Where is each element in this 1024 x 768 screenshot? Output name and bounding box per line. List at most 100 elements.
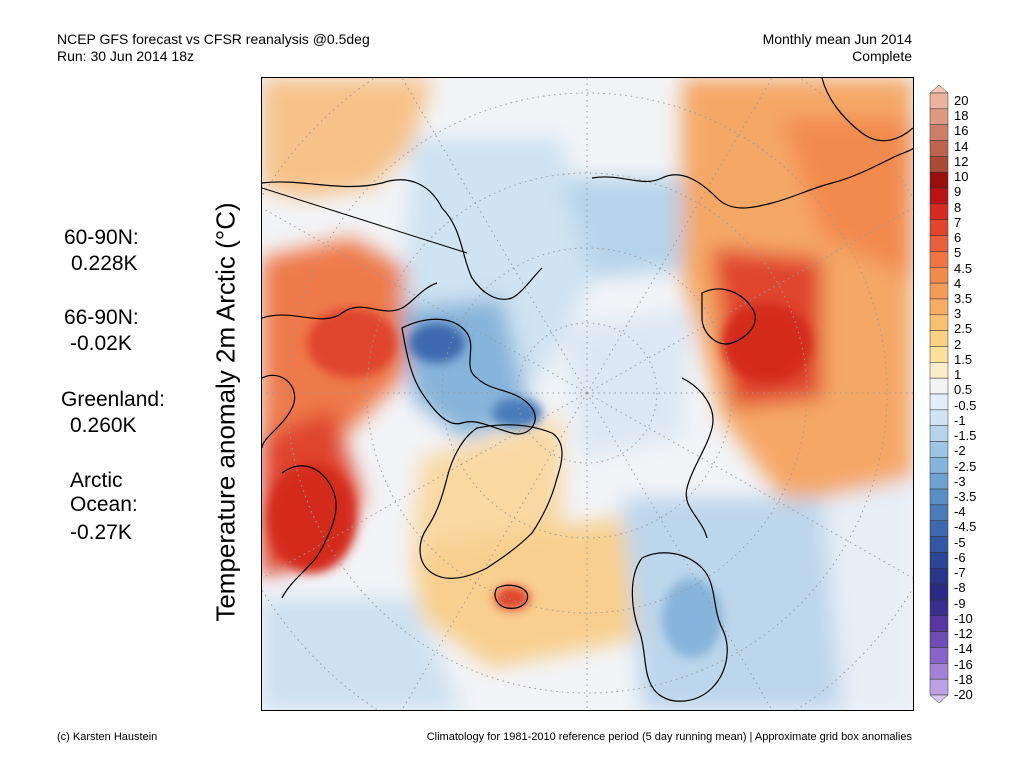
- coastline-east-siberia: [591, 147, 913, 209]
- coastline-hudson-bay-east: [281, 465, 337, 599]
- colorbar-swatch: [929, 219, 949, 236]
- colorbar-swatch: [929, 678, 949, 696]
- colorbar-tick-label: 2.5: [954, 321, 973, 337]
- colorbar-swatch: [929, 504, 949, 521]
- colorbar-swatch: [929, 124, 949, 141]
- colorbar-swatch: [929, 330, 949, 347]
- colorbar-swatch: [929, 314, 949, 331]
- peak-cold-archipelago: [409, 323, 465, 363]
- colorbar-swatch: [929, 568, 949, 585]
- colorbar-tick-label: 5: [954, 245, 962, 261]
- colorbar-tick-label: -18: [954, 671, 973, 687]
- colorbar-swatch: [929, 267, 949, 284]
- colorbar-swatch: [929, 631, 949, 648]
- meridian-line: [401, 78, 588, 394]
- colorbar-tick-label: -12: [954, 626, 973, 642]
- colorbar-swatch: [929, 203, 949, 220]
- period-info: Monthly mean Jun 2014 Complete: [763, 31, 912, 65]
- colorbar-tick-label: -8: [954, 580, 966, 596]
- colorbar-tick-label: -7: [954, 565, 966, 581]
- stat-arctic-ocean-label: Arctic Ocean:: [70, 469, 138, 516]
- colorbar-swatch: [929, 409, 949, 426]
- colorbar-tick-label: -2.5: [954, 458, 977, 474]
- warm-region-far-east: [782, 118, 913, 278]
- colorbar-tick-label: -20: [954, 687, 973, 702]
- peak-warm-hudson: [267, 463, 357, 573]
- period-line-1: Monthly mean Jun 2014: [762, 31, 912, 47]
- anomaly-extremes: [267, 303, 812, 658]
- colorbar-tick-label: 18: [954, 108, 969, 124]
- stat-greenland-label: Greenland:: [61, 388, 165, 411]
- colorbar-tick-label: 9: [954, 184, 962, 200]
- coastline-alaska: [262, 179, 543, 300]
- colorbar-tick-label: 1.5: [954, 351, 973, 367]
- colorbar-tick-label: -1.5: [954, 428, 977, 444]
- period-line-2: Complete: [852, 48, 912, 64]
- colorbar-tick-label: -10: [954, 610, 973, 626]
- colorbar-swatch: [929, 187, 949, 205]
- y-axis-label: Temperature anomaly 2m Arctic (°C): [210, 202, 241, 622]
- colorbar-tick-label: 8: [954, 199, 962, 215]
- map-canvas: [262, 78, 913, 710]
- coastline-novaya-zemlya: [681, 377, 714, 539]
- colorbar-swatch: [929, 298, 949, 316]
- colorbar-swatch: [929, 457, 949, 474]
- coastlines: [262, 78, 913, 702]
- stat-greenland-value: 0.260K: [70, 414, 137, 437]
- coastline-iceland: [494, 584, 529, 609]
- colorbar-swatch: [929, 377, 949, 395]
- footer-note: Climatology for 1981-2010 reference peri…: [426, 731, 912, 743]
- colorbar-tick-label: 12: [954, 153, 969, 169]
- colorbar-tick-label: 0.5: [954, 382, 973, 398]
- colorbar-swatch: [929, 362, 949, 379]
- coastline-chukotka: [821, 78, 913, 142]
- colorbar-tick-label: 1: [954, 367, 962, 383]
- colorbar-tick-label: 2: [954, 336, 962, 352]
- cool-region-europe: [622, 498, 862, 710]
- anomaly-field: [262, 78, 913, 710]
- colorbar-tick-label: 10: [954, 169, 969, 185]
- colorbar-swatch: [929, 583, 949, 601]
- title-line-2: Run: 30 Jun 2014 18z: [57, 48, 194, 64]
- stat-66-90n-label: 66-90N:: [64, 306, 139, 329]
- meridian-line: [401, 392, 588, 710]
- colorbar-tick-label: -4: [954, 504, 966, 520]
- graticule: [262, 78, 913, 710]
- colorbar-swatch: [929, 694, 949, 703]
- neutral-region-urals: [822, 478, 913, 710]
- colorbar-swatch: [929, 235, 949, 252]
- stat-66-90n-value: -0.02K: [70, 332, 132, 355]
- colorbar-swatch: [929, 441, 949, 458]
- colorbar-swatch: [929, 663, 949, 680]
- latitude-circle: [441, 247, 733, 539]
- colorbar-tick-label: 14: [954, 138, 969, 154]
- colorbar-swatch: [929, 552, 949, 569]
- colorbar-tick-label: -5: [954, 534, 966, 550]
- colorbar-tick-label: -1: [954, 412, 966, 428]
- cool-region-labrador-sea: [262, 598, 462, 710]
- peak-warm-iceland: [494, 586, 530, 610]
- colorbar-swatch: [929, 156, 949, 173]
- coastline-archipelago: [401, 318, 536, 435]
- warm-region-alaska: [262, 78, 432, 198]
- colorbar-swatch: [929, 346, 949, 363]
- colorbar-swatch: [929, 425, 949, 442]
- colorbar-tick-label: -4.5: [954, 519, 977, 535]
- colorbar-swatch: [929, 615, 949, 632]
- coastline-greenland: [419, 424, 563, 580]
- colorbar-swatch: [929, 393, 949, 411]
- colorbar-tick-label: -14: [954, 641, 973, 657]
- colorbar-swatch: [929, 472, 949, 490]
- colorbar-tick-label: -3: [954, 473, 966, 489]
- colorbar-swatch: [929, 282, 949, 300]
- peak-warm-siberia: [722, 303, 812, 383]
- colorbar-tick-label: -16: [954, 656, 973, 672]
- stat-arctic-ocean-value: -0.27K: [70, 521, 132, 544]
- colorbar-swatch: [929, 92, 949, 110]
- meridian-line: [586, 78, 773, 394]
- colorbar-swatch: [929, 647, 949, 664]
- meridian-line: [586, 207, 913, 394]
- cool-region-pole: [562, 308, 692, 458]
- footer-credit: (c) Karsten Haustein: [57, 731, 158, 743]
- meridian-line: [586, 392, 773, 710]
